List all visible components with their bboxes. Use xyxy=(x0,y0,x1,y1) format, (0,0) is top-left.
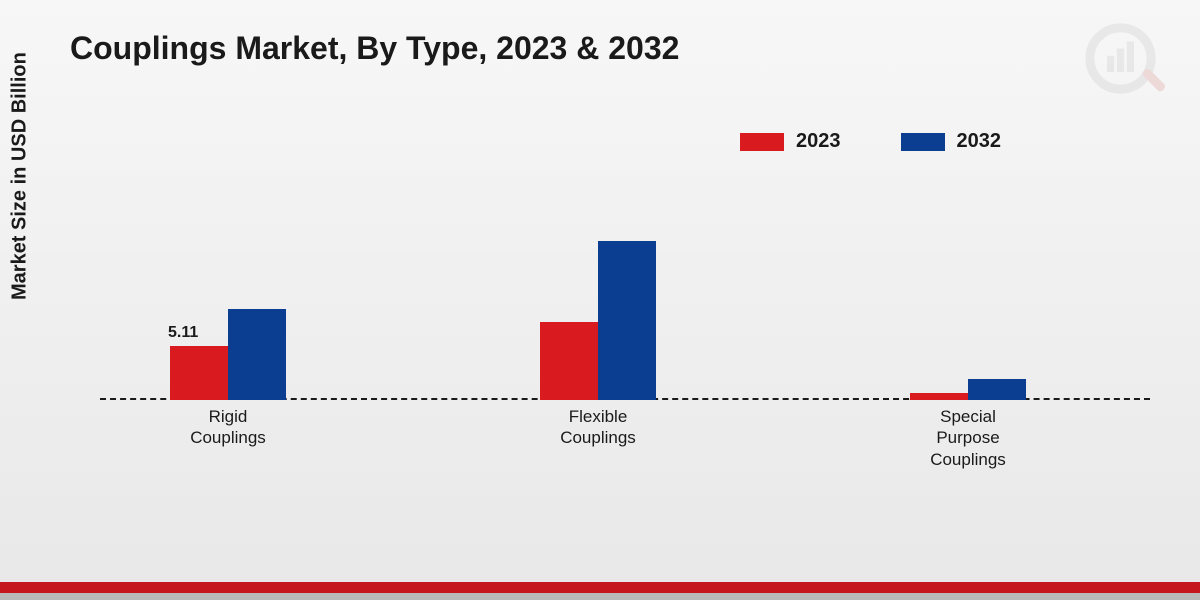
watermark-logo xyxy=(1080,18,1170,108)
legend-item-2032: 2032 xyxy=(901,130,1002,153)
category-label: FlexibleCouplings xyxy=(508,406,688,449)
bar-2032 xyxy=(968,379,1026,400)
legend-label-2032: 2032 xyxy=(957,130,1002,153)
bar-2023 xyxy=(910,393,968,400)
footer-bar xyxy=(0,582,1200,600)
legend-item-2023: 2023 xyxy=(740,130,841,153)
bar-group xyxy=(540,241,656,400)
footer-red-stripe xyxy=(0,582,1200,593)
bar-group xyxy=(170,309,286,400)
page-root: Couplings Market, By Type, 2023 & 2032 M… xyxy=(0,0,1200,600)
bar-2023 xyxy=(540,322,598,400)
bar-2023 xyxy=(170,346,228,400)
legend: 2023 2032 xyxy=(740,130,1001,153)
bar-value-label: 5.11 xyxy=(168,324,198,342)
bar-2032 xyxy=(598,241,656,400)
chart-title: Couplings Market, By Type, 2023 & 2032 xyxy=(70,30,679,67)
bar-2032 xyxy=(228,309,286,400)
chart-area: 5.11RigidCouplingsFlexibleCouplingsSpeci… xyxy=(100,170,1150,430)
bar-group xyxy=(910,379,1026,400)
category-label: SpecialPurposeCouplings xyxy=(878,406,1058,470)
legend-label-2023: 2023 xyxy=(796,130,841,153)
legend-swatch-2032 xyxy=(901,133,945,151)
footer-grey-stripe xyxy=(0,593,1200,600)
category-label: RigidCouplings xyxy=(138,406,318,449)
y-axis-label: Market Size in USD Billion xyxy=(9,52,32,300)
legend-swatch-2023 xyxy=(740,133,784,151)
